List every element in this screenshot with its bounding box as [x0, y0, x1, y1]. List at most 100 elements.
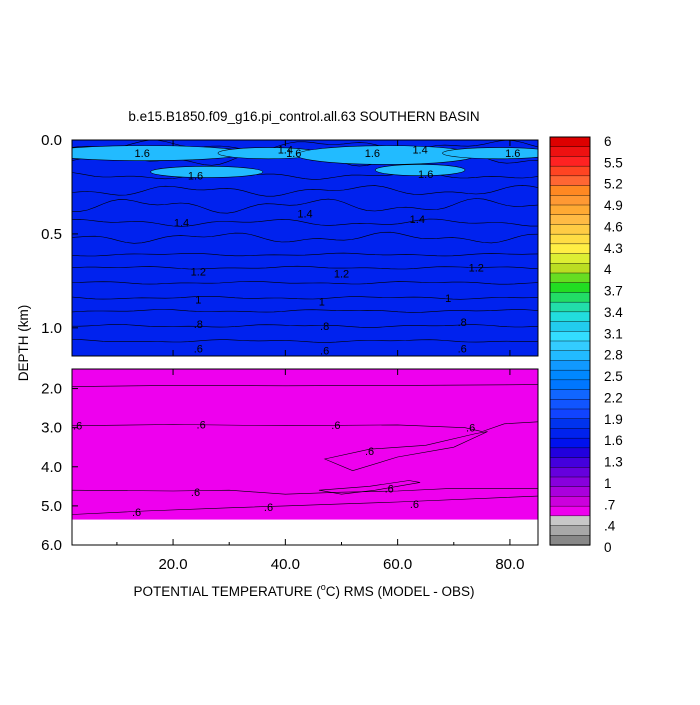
- contour-line: [72, 218, 538, 227]
- contour-label: 1.6: [188, 171, 203, 183]
- colorbar-swatch: [549, 486, 591, 498]
- contour-line: [72, 280, 538, 285]
- colorbar-label: 5.2: [604, 177, 623, 192]
- colorbar-swatch: [549, 282, 591, 294]
- colorbar-swatch: [549, 311, 591, 323]
- y-tick-label: 1.0: [41, 320, 62, 337]
- colorbar-swatch: [549, 389, 591, 400]
- contour-label: .6: [191, 487, 200, 499]
- contour-line: [72, 185, 538, 197]
- colorbar-label: 3.7: [604, 284, 623, 299]
- colorbar-swatch: [549, 331, 591, 342]
- contour-line: [72, 324, 538, 328]
- y-tick-label: 0.0: [41, 132, 62, 149]
- colorbar-swatch: [549, 136, 591, 148]
- contour-label: .8: [458, 317, 467, 329]
- contour-line: [72, 384, 538, 387]
- contour-line: [72, 296, 538, 300]
- colorbar-swatch: [549, 476, 591, 488]
- contour-line: [72, 231, 538, 244]
- contour-label: .6: [320, 345, 329, 357]
- x-axis-label: POTENTIAL TEMPERATURE (oC) RMS (MODEL - …: [133, 582, 474, 599]
- contour-line: [72, 265, 538, 270]
- colorbar-label: 2.8: [604, 348, 623, 363]
- colorbar-label: 2.2: [604, 390, 623, 405]
- contour-label: 1.6: [418, 169, 433, 181]
- contour-line: [72, 198, 538, 214]
- upper-panel-frame: [71, 139, 539, 357]
- colorbar-label: 3.4: [604, 305, 623, 320]
- colorbar-swatch: [549, 292, 591, 303]
- contour-label: 1.2: [191, 266, 206, 278]
- colorbar-swatch: [549, 233, 591, 245]
- colorbar-swatch: [549, 467, 591, 478]
- contour-label: .6: [410, 499, 419, 511]
- colorbar-label: 1.3: [604, 455, 623, 470]
- colorbar-swatch: [549, 505, 591, 517]
- chart-title: b.e15.B1850.f09_g16.pi_control.all.63 SO…: [128, 109, 479, 124]
- colorbar-swatch: [549, 175, 591, 187]
- colorbar-swatch: [549, 321, 591, 332]
- colorbar-label: 1: [604, 476, 612, 491]
- contour-line: [72, 309, 538, 313]
- contour-label: 1.6: [365, 148, 380, 160]
- y-tick-label: 5.0: [41, 498, 62, 515]
- colorbar-swatch: [549, 535, 591, 546]
- colorbar-label: 2.5: [604, 369, 623, 384]
- contour-label: .6: [385, 483, 394, 495]
- contour-label: .6: [466, 423, 475, 435]
- colorbar-swatch: [549, 437, 591, 449]
- colorbar-label: 5.5: [604, 155, 623, 170]
- contour-label: 1: [195, 295, 201, 307]
- colorbar-swatch: [549, 185, 591, 196]
- contour-label: .6: [132, 507, 141, 519]
- contour-label: .8: [194, 319, 203, 331]
- contour-label: 1: [319, 297, 325, 309]
- contour-band: [72, 140, 538, 356]
- contour-patch: [442, 147, 538, 160]
- x-tick-label: 20.0: [158, 556, 187, 573]
- colorbar-label: 1.6: [604, 433, 623, 448]
- contour-line: [72, 495, 538, 515]
- contour-label: .6: [264, 502, 273, 514]
- y-tick-label: 2.0: [41, 381, 62, 398]
- colorbar-swatch: [549, 340, 591, 352]
- contour-line: [72, 172, 538, 180]
- contour-label: 1.4: [412, 144, 427, 156]
- colorbar-swatch: [549, 399, 591, 410]
- contour-label: .8: [320, 321, 329, 333]
- colorbar: 6 5.5 5.2 4.9 4.6 4.3 4 3.7 3.4 3.1 2.8 2.5 2.2 1.9 1.…: [549, 134, 623, 555]
- colorbar-swatch: [549, 447, 591, 459]
- contour-label: .6: [194, 343, 203, 355]
- y-tick-label: 4.0: [41, 459, 62, 476]
- x-tick-label: 80.0: [495, 556, 524, 573]
- y-tick-label: 0.5: [41, 226, 62, 243]
- colorbar-label: 3.1: [604, 326, 623, 341]
- colorbar-swatch: [549, 428, 591, 439]
- colorbar-swatch: [549, 214, 591, 226]
- contour-patch: [374, 164, 466, 176]
- axes: 20.0 40.0 60.0 80.0 0.0 0.5 1.0 2.0 3.0 4.0 5.0 6.0: [41, 132, 524, 573]
- contour-label: 1.4: [278, 144, 293, 156]
- contour-line: [72, 339, 538, 343]
- colorbar-swatch: [549, 408, 591, 420]
- colorbar-swatch: [549, 369, 591, 381]
- colorbar-swatch: [549, 263, 591, 274]
- colorbar-swatch: [549, 253, 591, 264]
- upper-panel: 1.6 1.41.6 1.6 1.4 1.61.6 1.61.41.4 1.41.2 1.2 1…: [72, 140, 538, 357]
- colorbar-label: 4.6: [604, 219, 623, 234]
- y-tick-label: 6.0: [41, 537, 62, 554]
- colorbar-label: .7: [604, 497, 615, 512]
- contour-label: 1.2: [334, 268, 349, 280]
- contour-label: .6: [365, 446, 374, 458]
- colorbar-swatch: [549, 272, 591, 284]
- contour-label: .6: [458, 343, 467, 355]
- y-axis-label: DEPTH (km): [16, 305, 31, 382]
- colorbar-swatch: [549, 243, 591, 255]
- colorbar-frame: [549, 136, 591, 546]
- contour-label: 1.4: [410, 214, 425, 226]
- colorbar-label: 1.9: [604, 412, 623, 427]
- colorbar-swatch: [549, 360, 591, 371]
